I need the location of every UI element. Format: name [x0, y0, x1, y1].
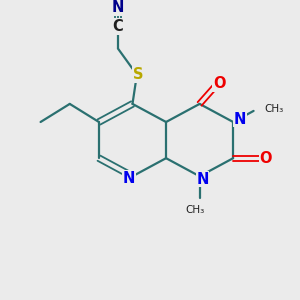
- Text: O: O: [260, 151, 272, 166]
- Text: N: N: [123, 171, 135, 186]
- Text: O: O: [213, 76, 226, 91]
- Text: CH₃: CH₃: [265, 104, 284, 115]
- Text: CH₃: CH₃: [186, 206, 205, 215]
- Text: N: N: [112, 0, 124, 15]
- Text: S: S: [133, 67, 144, 82]
- Text: N: N: [196, 172, 209, 187]
- Text: N: N: [233, 112, 246, 127]
- Text: C: C: [112, 19, 123, 34]
